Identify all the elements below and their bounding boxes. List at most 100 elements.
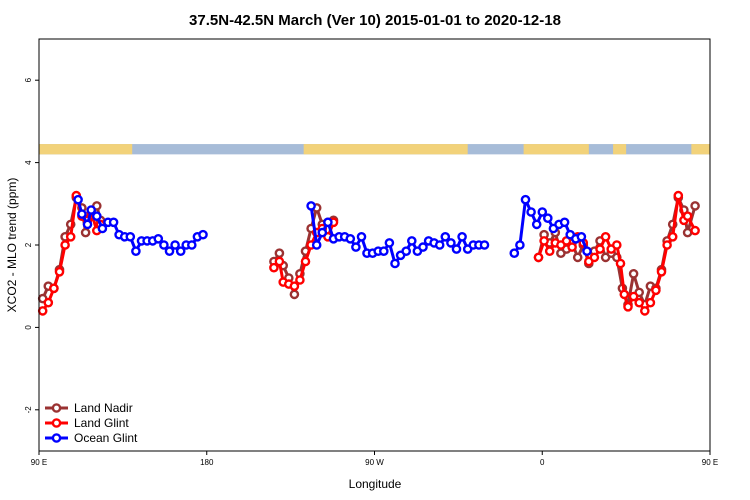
land-band <box>39 144 133 155</box>
data-point <box>537 207 548 217</box>
data-point <box>531 219 542 230</box>
data-point <box>159 240 169 250</box>
data-point <box>80 227 91 238</box>
y-tick-label: 4 <box>24 160 33 165</box>
data-point <box>311 240 322 250</box>
data-point <box>515 240 525 250</box>
data-point <box>576 231 587 242</box>
data-point <box>131 246 141 256</box>
data-point <box>612 240 622 250</box>
x-tick-label: 90 E <box>702 458 718 467</box>
land-band <box>303 144 468 155</box>
data-point <box>300 256 311 267</box>
x-tick-label: 90 E <box>31 458 47 467</box>
data-point <box>682 211 693 221</box>
data-point <box>175 246 186 256</box>
data-point <box>406 236 417 246</box>
data-point <box>567 242 577 252</box>
legend-label: Land Glint <box>74 416 129 430</box>
chart-title: 37.5N-42.5N March (Ver 10) 2015-01-01 to… <box>189 12 561 29</box>
data-point <box>108 217 119 228</box>
y-tick-label: 6 <box>24 77 33 82</box>
data-point <box>690 201 700 211</box>
data-point <box>572 252 583 263</box>
data-point <box>164 246 175 256</box>
data-point <box>509 248 520 258</box>
data-point <box>645 297 656 308</box>
data-point <box>451 244 462 254</box>
legend-item: Land Glint <box>45 416 129 430</box>
data-point <box>600 231 611 242</box>
data-point <box>153 233 164 244</box>
legend-swatch-marker <box>51 403 62 413</box>
data-point <box>640 306 650 316</box>
y-axis-label: XCO2 - MLO trend (ppm) <box>5 178 19 313</box>
legend-swatch-marker <box>51 433 62 443</box>
data-point <box>401 246 412 256</box>
data-point <box>77 209 87 219</box>
data-point <box>526 207 536 217</box>
data-point <box>295 275 305 285</box>
land-band <box>523 144 589 155</box>
x-tick-label: 90 W <box>365 458 384 467</box>
data-point <box>86 205 96 215</box>
data-point <box>559 217 570 228</box>
data-point <box>289 281 300 292</box>
data-point <box>544 246 555 256</box>
data-point <box>65 231 76 242</box>
data-point <box>667 231 678 242</box>
data-point <box>520 194 531 205</box>
data-point <box>582 246 592 256</box>
y-tick-label: 2 <box>24 242 33 247</box>
legend-swatch-marker <box>51 418 62 428</box>
data-point <box>384 238 395 248</box>
data-point <box>269 262 279 273</box>
data-point <box>457 231 467 242</box>
data-point <box>274 248 285 258</box>
data-point <box>198 229 208 240</box>
data-point <box>390 258 400 269</box>
legend-item: Land Nadir <box>45 401 133 415</box>
data-point <box>356 231 367 242</box>
data-point <box>73 194 83 205</box>
data-point <box>656 266 667 277</box>
data-point <box>619 289 630 300</box>
x-tick-label: 0 <box>540 458 545 467</box>
data-point <box>289 289 300 300</box>
legend-item: Ocean Glint <box>45 431 138 445</box>
data-point <box>539 236 549 246</box>
land-ocean-strip <box>39 144 710 155</box>
data-point <box>378 246 389 256</box>
x-tick-label: 180 <box>200 458 214 467</box>
y-tick-label: 0 <box>24 325 33 330</box>
data-point <box>60 240 70 250</box>
data-point <box>479 240 490 250</box>
data-point <box>615 258 626 269</box>
data-point <box>673 190 684 201</box>
data-point <box>662 240 672 250</box>
data-point <box>49 283 59 294</box>
series-layer <box>37 190 700 316</box>
data-point <box>274 256 285 267</box>
data-point <box>595 244 605 254</box>
data-point <box>690 225 700 236</box>
series-ocean-glint <box>73 194 592 269</box>
data-point <box>434 240 445 250</box>
data-point <box>97 223 108 234</box>
x-axis-label: Longitude <box>349 477 402 491</box>
data-point <box>418 242 428 252</box>
data-point <box>628 268 639 279</box>
data-point <box>446 238 456 248</box>
data-point <box>351 242 361 252</box>
y-tick-label: -2 <box>24 406 33 414</box>
data-point <box>43 297 54 308</box>
data-point <box>37 306 48 316</box>
y-axis: -2 0 2 4 6 <box>24 77 39 413</box>
data-point <box>682 227 693 238</box>
data-point <box>634 297 645 308</box>
data-point <box>345 233 356 244</box>
data-point <box>317 227 328 238</box>
